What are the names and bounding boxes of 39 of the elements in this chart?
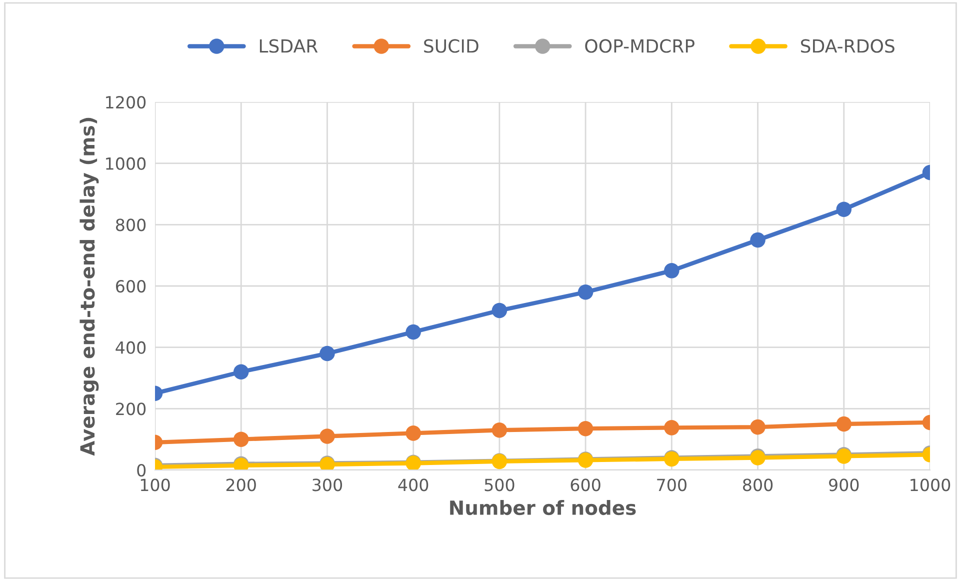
point [233, 364, 249, 380]
x-tick-label: 500 [484, 478, 514, 492]
y-tick-label: 0 [137, 464, 146, 477]
y-tick-label: 400 [116, 341, 146, 354]
point [320, 428, 335, 444]
point [750, 419, 766, 435]
legend-label: SDA-RDOS [800, 39, 894, 53]
x-tick-label: 800 [743, 478, 773, 492]
y-axis-title: Average end-to-end delay (ms) [80, 118, 99, 456]
point [320, 346, 335, 362]
point [750, 232, 766, 248]
x-tick-label: 1000 [910, 478, 950, 492]
x-tick-label: 300 [312, 478, 342, 492]
point [578, 284, 594, 300]
point [578, 420, 594, 436]
x-tick-label: 900 [829, 478, 859, 492]
point [664, 420, 680, 436]
y-tick-label: 600 [116, 280, 146, 293]
point [406, 324, 421, 340]
x-tick-label: 700 [657, 478, 686, 492]
point [406, 426, 421, 441]
point [492, 302, 508, 318]
point [836, 202, 852, 217]
x-tick-label: 600 [570, 478, 600, 492]
point [836, 416, 852, 432]
legend-label: OOP-MDCRP [585, 39, 694, 53]
y-tick-label: 1200 [106, 96, 146, 109]
legend-label: LSDAR [260, 39, 318, 53]
y-tick-label: 800 [116, 218, 146, 232]
point [664, 263, 680, 278]
x-axis-title: Number of nodes [450, 500, 636, 516]
point [233, 432, 249, 447]
point [492, 422, 508, 438]
x-tick-label: 100 [140, 478, 170, 492]
legend-label: SUCID [424, 39, 478, 53]
y-tick-label: 1000 [106, 157, 146, 170]
x-tick-label: 400 [398, 478, 428, 492]
y-tick-label: 200 [116, 402, 146, 416]
x-tick-label: 200 [226, 478, 256, 492]
